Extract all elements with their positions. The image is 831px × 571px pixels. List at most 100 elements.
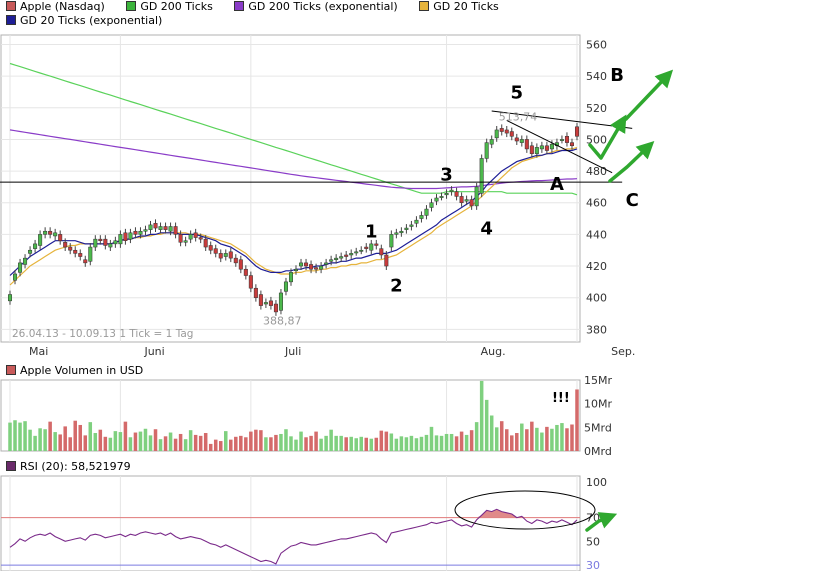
volume-bar bbox=[444, 433, 449, 451]
price-tick-label: 480 bbox=[586, 165, 607, 178]
candle-body bbox=[33, 243, 38, 249]
candle-body bbox=[559, 139, 564, 141]
legend-item-gd200-exp[interactable]: GD 200 Ticks (exponential) bbox=[234, 0, 398, 13]
volume-bar bbox=[449, 433, 454, 451]
volume-bar bbox=[530, 421, 534, 451]
volume-bar bbox=[404, 437, 409, 451]
candle-body bbox=[73, 249, 78, 254]
candle-body bbox=[569, 142, 574, 147]
candle-body bbox=[374, 243, 379, 246]
candle-body bbox=[233, 257, 238, 264]
candle-body bbox=[133, 230, 138, 235]
wave-label: 2 bbox=[390, 275, 403, 296]
price-tick-label: 400 bbox=[586, 292, 607, 305]
volume-bar bbox=[369, 438, 374, 451]
month-label: Aug. bbox=[481, 345, 506, 358]
candle-body bbox=[203, 238, 208, 248]
volume-bar bbox=[354, 438, 358, 451]
volume-bar bbox=[484, 399, 489, 451]
candle-body bbox=[7, 294, 13, 302]
legend-item-gd20-exp[interactable]: GD 20 Ticks (exponential) bbox=[6, 14, 162, 27]
volume-bar bbox=[13, 420, 17, 451]
candle-body bbox=[143, 229, 148, 232]
candle-body bbox=[444, 192, 449, 196]
volume-bar bbox=[68, 437, 72, 451]
candle-body bbox=[283, 281, 288, 292]
wave-label: 4 bbox=[480, 218, 493, 239]
volume-bar bbox=[540, 432, 544, 451]
rsi-legend-label: RSI (20): 58,521979 bbox=[20, 460, 131, 473]
legend-item-gd20[interactable]: GD 20 Ticks bbox=[419, 0, 499, 13]
candle-body bbox=[173, 226, 178, 235]
price-tick-label: 520 bbox=[586, 102, 607, 115]
month-label: Sep. bbox=[611, 345, 635, 358]
volume-bar bbox=[98, 429, 103, 451]
candle-body bbox=[394, 232, 399, 235]
volume-bar bbox=[314, 431, 318, 451]
legend-label: GD 200 Ticks (exponential) bbox=[248, 0, 398, 13]
volume-bar bbox=[334, 435, 338, 451]
candle-body bbox=[253, 287, 258, 298]
candle-body bbox=[339, 256, 344, 259]
candle-body bbox=[188, 234, 193, 240]
month-label: Mai bbox=[29, 345, 48, 358]
legend-item-gd200[interactable]: GD 200 Ticks bbox=[126, 0, 213, 13]
candle-body bbox=[168, 226, 173, 232]
rsi-tick-label: 50 bbox=[586, 535, 600, 548]
legend-swatch bbox=[234, 1, 245, 11]
volume-bar bbox=[525, 429, 529, 451]
price-panel-frame bbox=[0, 34, 581, 343]
legend-item-apple[interactable]: Apple (Nasdaq) bbox=[6, 0, 105, 13]
volume-bar bbox=[158, 439, 163, 451]
candle-body bbox=[208, 245, 213, 251]
candle-body bbox=[549, 143, 554, 150]
candle-body bbox=[329, 259, 334, 262]
rsi-line bbox=[9, 508, 578, 565]
candle-body bbox=[409, 224, 414, 227]
volume-legend[interactable]: Apple Volumen in USD bbox=[6, 364, 143, 377]
volume-bar bbox=[188, 430, 193, 451]
candle-body bbox=[504, 129, 509, 134]
candle-body bbox=[474, 186, 479, 207]
volume-bar bbox=[479, 380, 484, 451]
rsi-tick-label: 100 bbox=[586, 476, 607, 489]
price-tick-label: 540 bbox=[586, 70, 607, 83]
candle-body bbox=[213, 248, 218, 254]
candle-body bbox=[103, 238, 108, 246]
candle-body bbox=[218, 253, 223, 259]
rsi-panel-frame bbox=[0, 475, 581, 571]
volume-bar bbox=[239, 435, 243, 451]
volume-bar bbox=[143, 428, 148, 451]
volume-bar bbox=[510, 435, 514, 451]
candle-body bbox=[414, 219, 419, 224]
rsi-highlight-ellipse bbox=[454, 490, 596, 530]
candle-body bbox=[389, 234, 394, 248]
volume-bar bbox=[394, 438, 399, 451]
candle-body bbox=[574, 126, 580, 137]
volume-bar bbox=[454, 436, 459, 451]
wave-label: 5 bbox=[511, 82, 524, 103]
rsi-legend[interactable]: RSI (20): 58,521979 bbox=[6, 460, 131, 473]
month-label: Juli bbox=[284, 345, 301, 358]
volume-tick-label: 10Mr bbox=[584, 398, 612, 411]
volume-bar bbox=[499, 421, 504, 451]
candle-body bbox=[439, 196, 444, 198]
candle-body bbox=[514, 137, 519, 142]
volume-bar bbox=[399, 436, 404, 451]
candle-body bbox=[183, 240, 188, 243]
volume-bar bbox=[198, 435, 203, 451]
volume-bar bbox=[429, 426, 434, 451]
candle-body bbox=[288, 272, 293, 283]
candle-body bbox=[314, 267, 319, 270]
volume-bar bbox=[384, 431, 389, 451]
main-legend: Apple (Nasdaq) GD 200 Ticks GD 200 Ticks… bbox=[6, 0, 517, 13]
legend-swatch bbox=[126, 1, 137, 11]
volume-tick-label: 15Mr bbox=[584, 374, 612, 387]
candle-body bbox=[424, 208, 429, 216]
volume-bar bbox=[213, 439, 218, 451]
volume-bar bbox=[103, 436, 108, 451]
volume-bar bbox=[73, 420, 77, 451]
candle-body bbox=[479, 158, 484, 194]
candle-body bbox=[48, 230, 53, 235]
